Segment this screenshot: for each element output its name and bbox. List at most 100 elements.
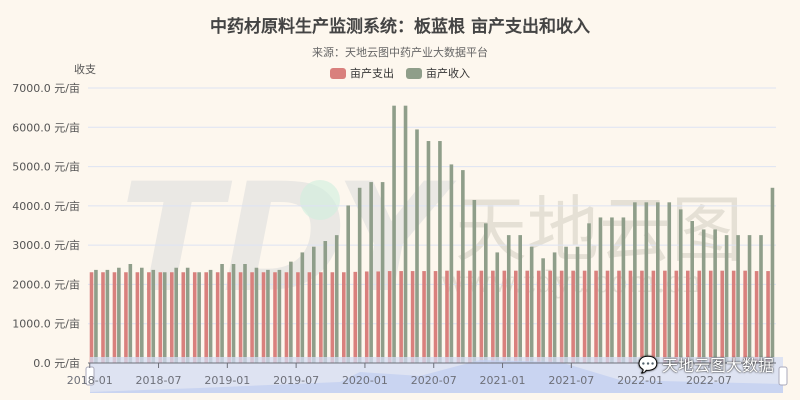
bar-cost[interactable] (250, 272, 254, 363)
bar-income[interactable] (174, 267, 178, 363)
bar-income[interactable] (94, 269, 98, 363)
bar-income[interactable] (254, 267, 259, 363)
bar-income[interactable] (243, 264, 247, 363)
bar-cost[interactable] (674, 270, 679, 363)
bar-income[interactable] (117, 267, 121, 363)
bar-cost[interactable] (708, 270, 713, 363)
bar-income[interactable] (759, 235, 763, 363)
bar-income[interactable] (667, 202, 672, 363)
bar-cost[interactable] (112, 272, 117, 363)
bar-cost[interactable] (284, 272, 289, 363)
bar-cost[interactable] (491, 270, 495, 363)
bar-cost[interactable] (376, 271, 380, 363)
bar-cost[interactable] (135, 272, 140, 363)
bar-cost[interactable] (594, 270, 598, 363)
bar-cost[interactable] (170, 272, 174, 363)
bar-income[interactable] (518, 235, 522, 363)
bar-cost[interactable] (525, 270, 530, 363)
bar-cost[interactable] (204, 272, 208, 363)
bar-income[interactable] (621, 217, 626, 363)
bar-income[interactable] (747, 235, 752, 363)
bar-cost[interactable] (296, 272, 300, 363)
bar-income[interactable] (151, 269, 156, 363)
legend-item-income[interactable]: 亩产收入 (406, 65, 470, 81)
bar-cost[interactable] (628, 270, 633, 363)
bar-income[interactable] (656, 202, 660, 363)
bar-cost[interactable] (387, 271, 392, 363)
bar-cost[interactable] (227, 272, 231, 363)
bar-cost[interactable] (330, 272, 335, 363)
bar-income[interactable] (426, 141, 431, 363)
bar-cost[interactable] (238, 272, 243, 363)
bar-income[interactable] (346, 205, 350, 363)
bar-cost[interactable] (479, 270, 484, 363)
bar-income[interactable] (575, 246, 580, 363)
bar-cost[interactable] (410, 271, 415, 363)
bar-income[interactable] (300, 252, 305, 363)
bar-income[interactable] (724, 235, 729, 363)
bar-income[interactable] (392, 105, 396, 363)
bar-cost[interactable] (617, 270, 621, 363)
bar-cost[interactable] (514, 270, 518, 363)
bar-income[interactable] (403, 105, 408, 363)
bar-income[interactable] (529, 246, 534, 363)
bar-income[interactable] (357, 187, 362, 363)
bar-income[interactable] (449, 164, 454, 363)
bar-cost[interactable] (307, 272, 312, 363)
bar-cost[interactable] (720, 270, 724, 363)
bar-income[interactable] (633, 202, 637, 363)
bar-cost[interactable] (651, 270, 656, 363)
bar-income[interactable] (369, 182, 373, 363)
bar-cost[interactable] (353, 271, 358, 363)
bar-cost[interactable] (319, 272, 323, 363)
bar-cost[interactable] (686, 270, 690, 363)
bar-cost[interactable] (640, 270, 644, 363)
bar-income[interactable] (587, 223, 591, 363)
bar-income[interactable] (484, 223, 488, 363)
bar-cost[interactable] (754, 271, 759, 363)
bar-cost[interactable] (124, 272, 128, 363)
bar-income[interactable] (506, 235, 511, 363)
bar-income[interactable] (713, 229, 717, 363)
bar-cost[interactable] (697, 270, 702, 363)
bar-cost[interactable] (364, 271, 369, 363)
bar-cost[interactable] (766, 271, 770, 363)
bar-income[interactable] (610, 217, 614, 363)
bar-income[interactable] (289, 261, 293, 363)
slider-handle-right[interactable] (778, 366, 788, 386)
bar-income[interactable] (472, 199, 477, 363)
bar-income[interactable] (644, 202, 649, 363)
bar-cost[interactable] (261, 272, 266, 363)
legend-item-cost[interactable]: 亩产支出 (330, 65, 394, 81)
bar-income[interactable] (770, 187, 775, 363)
bar-income[interactable] (312, 246, 316, 363)
bar-income[interactable] (736, 235, 740, 363)
bar-income[interactable] (690, 220, 694, 363)
bar-income[interactable] (564, 246, 568, 363)
bar-income[interactable] (208, 269, 213, 363)
bar-income[interactable] (231, 264, 236, 363)
bar-income[interactable] (701, 229, 706, 363)
bar-cost[interactable] (433, 271, 438, 363)
bar-cost[interactable] (273, 272, 277, 363)
bar-cost[interactable] (582, 270, 587, 363)
bar-income[interactable] (495, 252, 500, 363)
bar-income[interactable] (438, 141, 442, 363)
bar-income[interactable] (552, 252, 557, 363)
bar-cost[interactable] (445, 270, 449, 363)
bar-cost[interactable] (147, 272, 151, 363)
bar-cost[interactable] (731, 270, 736, 363)
bar-income[interactable] (461, 170, 465, 363)
bar-income[interactable] (185, 267, 190, 363)
bar-income[interactable] (323, 241, 328, 363)
bar-income[interactable] (197, 272, 201, 363)
bar-income[interactable] (266, 269, 270, 363)
bar-cost[interactable] (89, 272, 94, 363)
bar-income[interactable] (140, 267, 144, 363)
bar-cost[interactable] (342, 272, 346, 363)
bar-cost[interactable] (571, 270, 575, 363)
bar-income[interactable] (598, 217, 603, 363)
bar-income[interactable] (128, 264, 133, 363)
bar-cost[interactable] (548, 270, 552, 363)
bar-cost[interactable] (743, 270, 747, 363)
